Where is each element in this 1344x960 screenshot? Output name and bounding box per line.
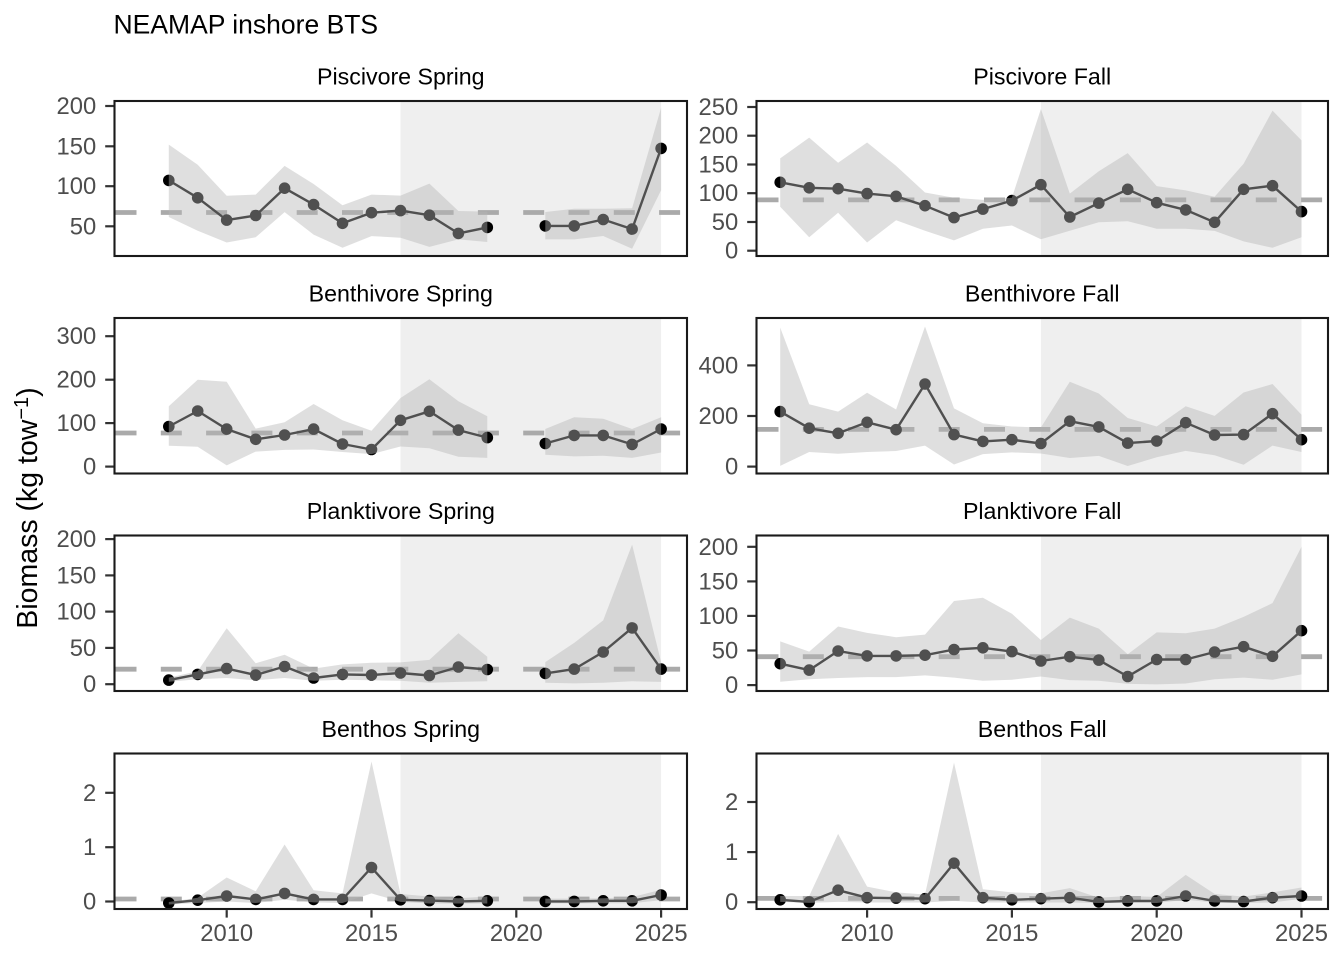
svg-text:100: 100 (56, 599, 96, 626)
svg-text:100: 100 (698, 603, 738, 630)
svg-text:0: 0 (83, 889, 96, 916)
svg-text:250: 250 (698, 94, 738, 121)
svg-text:Piscivore Fall: Piscivore Fall (973, 64, 1111, 90)
svg-text:2025: 2025 (635, 920, 688, 947)
svg-text:50: 50 (712, 209, 738, 236)
svg-text:2: 2 (725, 789, 738, 816)
svg-text:Benthos Fall: Benthos Fall (978, 716, 1107, 742)
svg-text:2: 2 (83, 780, 96, 807)
svg-text:0: 0 (725, 672, 738, 699)
svg-text:Piscivore Spring: Piscivore Spring (317, 64, 485, 90)
svg-text:0: 0 (83, 671, 96, 698)
svg-text:2020: 2020 (1130, 920, 1183, 947)
svg-text:2020: 2020 (490, 920, 543, 947)
svg-text:50: 50 (70, 635, 96, 662)
svg-text:150: 150 (698, 568, 738, 595)
svg-text:0: 0 (83, 454, 96, 481)
svg-text:Planktivore Fall: Planktivore Fall (963, 498, 1122, 524)
svg-text:2025: 2025 (1275, 920, 1328, 947)
svg-text:NEAMAP inshore BTS: NEAMAP inshore BTS (114, 10, 379, 40)
svg-text:Benthivore Fall: Benthivore Fall (965, 281, 1120, 307)
svg-text:150: 150 (56, 562, 96, 589)
svg-text:Benthivore Spring: Benthivore Spring (309, 281, 493, 307)
svg-text:100: 100 (56, 173, 96, 200)
svg-text:2010: 2010 (841, 920, 894, 947)
svg-text:150: 150 (56, 133, 96, 160)
svg-text:50: 50 (712, 638, 738, 665)
svg-text:2015: 2015 (985, 920, 1038, 947)
svg-text:100: 100 (56, 410, 96, 437)
svg-text:Benthos Spring: Benthos Spring (322, 716, 481, 742)
svg-text:150: 150 (698, 152, 738, 179)
svg-text:50: 50 (70, 213, 96, 240)
svg-text:2015: 2015 (345, 920, 398, 947)
svg-text:200: 200 (56, 93, 96, 120)
svg-text:Planktivore Spring: Planktivore Spring (307, 498, 495, 524)
svg-text:0: 0 (725, 889, 738, 916)
svg-text:300: 300 (56, 323, 96, 350)
svg-text:1: 1 (83, 834, 96, 861)
svg-text:100: 100 (698, 180, 738, 207)
svg-text:200: 200 (698, 123, 738, 150)
svg-text:200: 200 (56, 526, 96, 553)
svg-text:0: 0 (725, 454, 738, 481)
svg-text:2010: 2010 (200, 920, 253, 947)
svg-text:200: 200 (56, 367, 96, 394)
svg-text:0: 0 (725, 238, 738, 265)
svg-text:1: 1 (725, 839, 738, 866)
svg-text:200: 200 (698, 403, 738, 430)
svg-text:Biomass (kg tow−1): Biomass (kg tow−1) (11, 387, 44, 628)
svg-text:200: 200 (698, 534, 738, 561)
svg-text:400: 400 (698, 352, 738, 379)
